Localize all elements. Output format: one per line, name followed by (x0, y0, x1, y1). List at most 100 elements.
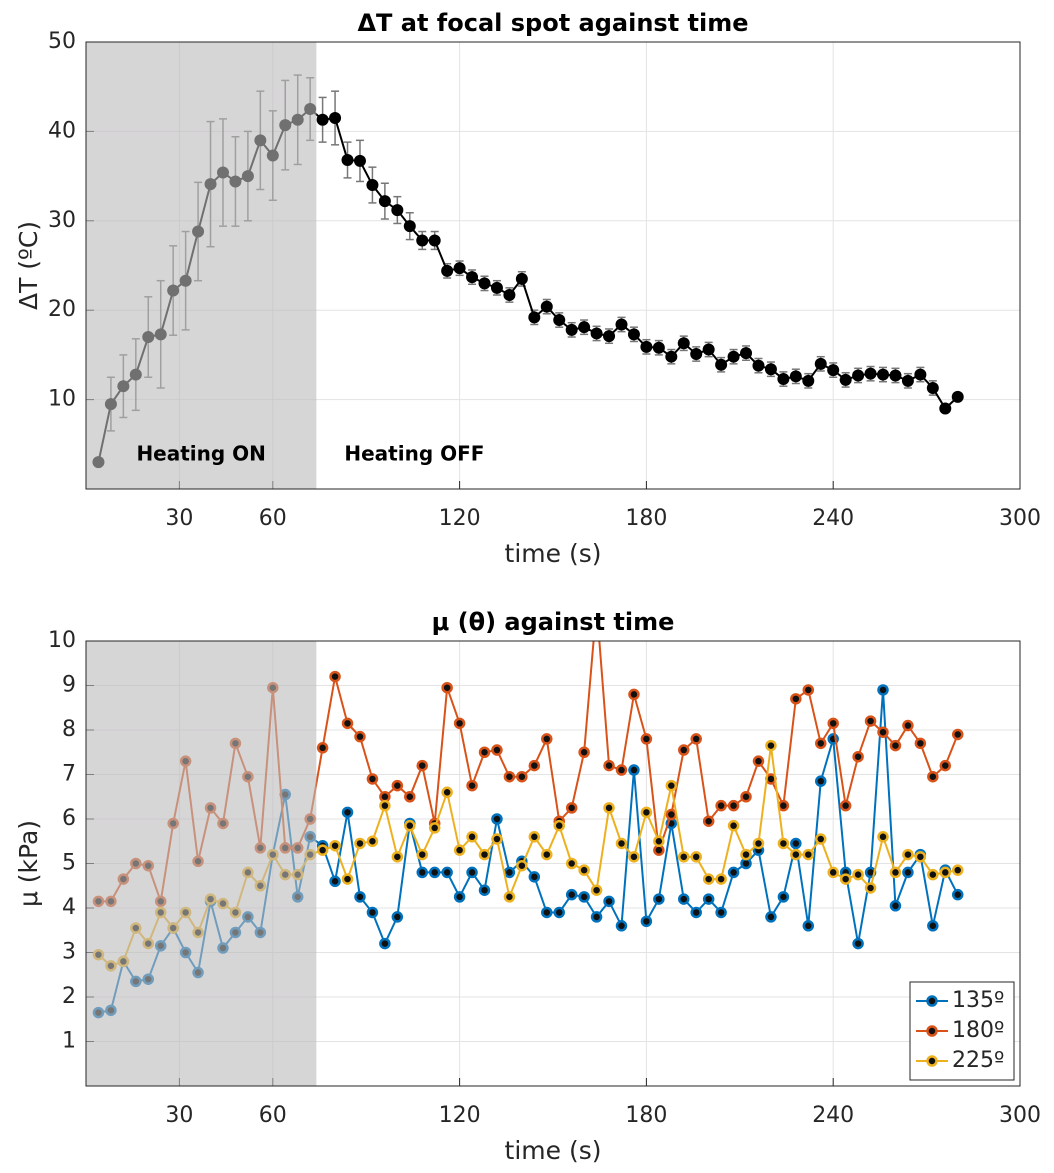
marker (503, 770, 516, 783)
marker (453, 844, 466, 856)
y-tick-label: 30 (48, 208, 76, 233)
marker (777, 799, 790, 812)
marker (889, 900, 902, 912)
legend-marker (926, 995, 938, 1007)
marker (740, 791, 752, 803)
marker (839, 373, 852, 386)
x-tick-label: 30 (165, 1103, 193, 1128)
marker (777, 837, 790, 850)
marker (690, 733, 702, 745)
marker (777, 373, 790, 386)
marker (814, 833, 827, 845)
marker (453, 262, 466, 275)
marker (316, 844, 329, 856)
marker (864, 882, 877, 894)
marker (652, 341, 665, 354)
marker (416, 848, 428, 861)
marker (478, 277, 491, 290)
x-tick-label: 180 (625, 506, 667, 531)
annotation: Heating ON (136, 442, 265, 466)
marker (565, 857, 578, 870)
marker (628, 688, 640, 701)
legend-marker (926, 1055, 938, 1067)
marker (678, 893, 690, 905)
marker (764, 363, 777, 376)
marker (541, 733, 553, 745)
marker (814, 357, 827, 370)
marker (715, 873, 727, 885)
legend-label: 135º (952, 988, 1004, 1013)
marker (814, 775, 827, 787)
axes-box (85, 640, 1021, 1087)
y-axis-label: ΔT (ºC) (14, 221, 43, 310)
shaded-region (86, 641, 317, 1086)
marker (939, 759, 952, 772)
y-axis-label: μ (kPa) (14, 820, 43, 907)
marker (877, 684, 889, 696)
marker (640, 340, 653, 353)
marker (802, 374, 815, 387)
marker (503, 866, 516, 879)
marker (839, 873, 852, 885)
marker (727, 799, 740, 812)
marker (889, 739, 902, 752)
marker (528, 759, 541, 772)
marker (428, 866, 441, 879)
marker (491, 833, 503, 845)
marker (578, 864, 590, 876)
marker (852, 369, 865, 382)
marker (615, 764, 628, 776)
marker (690, 851, 702, 863)
y-tick-label: 1 (62, 1029, 76, 1054)
marker (391, 204, 404, 217)
marker (777, 891, 790, 903)
marker (428, 822, 441, 834)
marker (852, 937, 864, 950)
y-tick-label: 10 (48, 628, 76, 653)
marker (715, 358, 728, 371)
marker (939, 866, 952, 879)
marker (740, 848, 752, 861)
chart-title: ΔT at focal spot against time (357, 9, 748, 37)
marker (877, 368, 890, 381)
marker (927, 920, 939, 932)
axes: 30 60 120 180 240 300 10 20 30 40 50 Heating ON Heat… (14, 9, 1041, 568)
marker (902, 719, 914, 732)
marker (902, 866, 914, 879)
marker (814, 737, 827, 750)
marker (715, 799, 727, 812)
marker (752, 837, 765, 850)
marker (702, 893, 715, 905)
marker (640, 915, 653, 928)
marker (590, 327, 603, 340)
marker (516, 770, 528, 783)
marker (727, 819, 740, 832)
marker (491, 813, 503, 825)
marker (453, 891, 466, 903)
marker (541, 906, 553, 919)
marker (366, 835, 379, 847)
marker (939, 402, 952, 415)
marker (379, 937, 391, 950)
shaded-region (86, 42, 317, 489)
marker (366, 179, 379, 192)
marker (702, 873, 715, 885)
marker (752, 359, 765, 372)
marker (565, 323, 578, 336)
x-tick-label: 60 (259, 506, 287, 531)
marker (927, 770, 939, 783)
marker (827, 717, 839, 730)
marker (702, 815, 715, 827)
marker (678, 851, 690, 863)
x-tick-label: 60 (259, 1103, 287, 1128)
marker (827, 364, 840, 377)
marker (914, 368, 927, 381)
marker (378, 195, 391, 208)
marker (727, 350, 740, 363)
marker (615, 837, 628, 850)
marker (466, 831, 478, 843)
x-tick-label: 300 (999, 506, 1041, 531)
marker (329, 670, 341, 683)
marker (478, 884, 491, 896)
marker (690, 906, 702, 919)
